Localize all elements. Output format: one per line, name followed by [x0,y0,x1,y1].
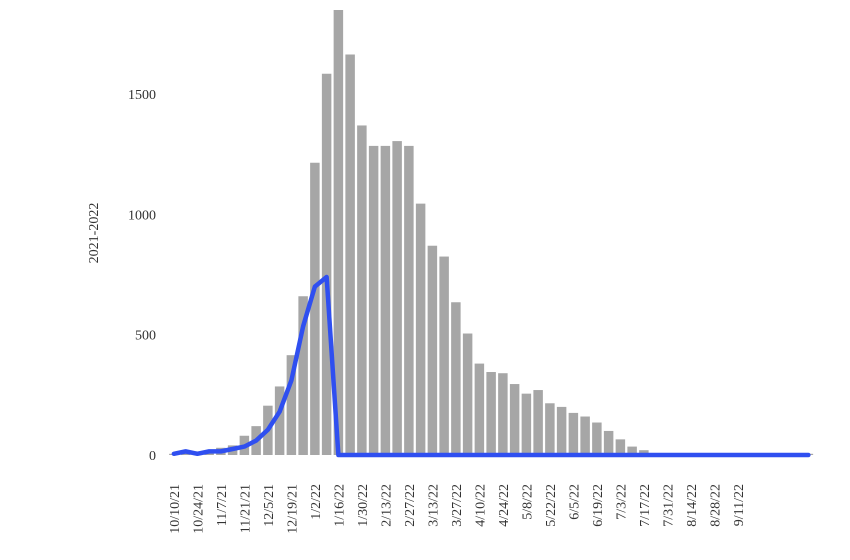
bar [180,452,191,455]
bar [486,372,496,455]
x-tick-label: 12/5/21 [262,484,277,527]
x-tick-label: 4/10/22 [473,484,488,527]
bar [427,245,438,455]
bar [639,450,649,455]
bar [380,145,391,456]
x-tick-label: 9/11/22 [732,484,747,526]
bar [545,403,555,455]
y-axis-title-group: 2021-2022 [87,203,102,264]
bar [509,384,520,455]
bar-series [169,10,814,456]
bar [451,302,461,455]
x-tick-label: 5/22/22 [544,484,559,527]
y-tick-label: 1500 [128,88,156,103]
x-tick-label: 1/16/22 [332,484,347,527]
x-tick-label: 2/27/22 [403,484,418,527]
bar [568,412,579,455]
x-tick-label: 8/14/22 [685,484,700,527]
x-tick-label: 12/19/21 [285,484,300,534]
x-tick-label: 6/5/22 [567,484,582,520]
bar [498,373,508,455]
x-tick-label: 11/21/21 [238,484,253,533]
x-tick-label: 7/3/22 [614,484,629,520]
line-series-group [171,274,811,458]
x-tick-label: 1/30/22 [356,484,371,527]
line-series [171,274,811,458]
x-tick-label: 7/17/22 [638,484,653,527]
bar [333,10,344,455]
x-tick-label: 8/28/22 [708,484,723,527]
bar [592,422,602,455]
x-tick-label: 11/7/21 [215,484,230,526]
x-tick-label: 10/24/21 [191,484,206,534]
x-tick-label: 10/10/21 [168,484,183,534]
x-tick-label: 3/13/22 [426,484,441,527]
y-axis-ticks: 0 500 1000 1500 [128,88,156,464]
bar [286,355,297,455]
bar [392,141,402,455]
x-axis-ticks: 10/10/21 10/24/21 11/7/21 11/21/21 12/5/21 12… [168,484,747,534]
x-tick-label: 5/8/22 [520,484,535,520]
bar [404,145,414,456]
bar [357,125,367,455]
bar [627,446,637,455]
bar [533,390,543,455]
x-tick-label: 7/31/22 [661,484,676,527]
x-tick-label: 4/24/22 [497,484,512,527]
bar [462,333,473,455]
y-axis-title: 2021-2022 [87,203,102,264]
bar [603,430,614,455]
y-tick-label: 500 [135,329,156,344]
bar [298,296,308,455]
y-tick-label: 0 [149,449,156,464]
bar [345,54,355,455]
bar [415,203,426,455]
bar [615,439,626,455]
bar [310,162,320,456]
x-tick-label: 2/13/22 [379,484,394,527]
x-tick-label: 1/2/22 [309,484,324,520]
bar [368,145,379,456]
bar [521,393,532,455]
y-tick-label: 1000 [128,208,156,223]
bar [439,256,449,455]
bar [580,416,590,455]
x-tick-label: 6/19/22 [591,484,606,527]
bar [321,73,332,456]
bar [556,406,567,455]
bar [274,386,285,455]
x-tick-label: 3/27/22 [450,484,465,527]
bar [474,363,485,455]
